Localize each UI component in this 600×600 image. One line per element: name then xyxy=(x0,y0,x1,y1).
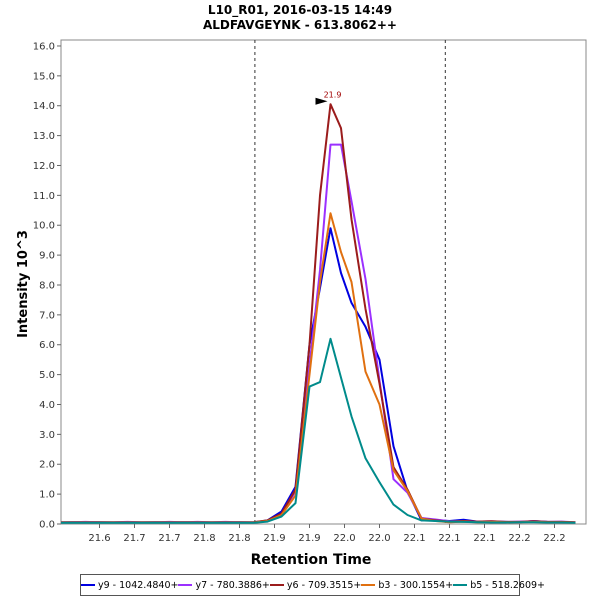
y-tick-label: 9.0 xyxy=(39,251,55,262)
annotation-layer: 21.9 xyxy=(315,91,342,105)
x-tick-label: 22.1 xyxy=(403,533,425,544)
y-tick-label: 1.0 xyxy=(39,490,55,501)
legend-swatch xyxy=(81,584,95,586)
y-tick-label: 7.0 xyxy=(39,310,55,321)
y-axis-label: Intensity 10^3 xyxy=(16,230,31,338)
y-tick-label: 0.0 xyxy=(39,520,55,531)
x-tick-label: 21.8 xyxy=(193,533,215,544)
y-tick-label: 2.0 xyxy=(39,460,55,471)
chart-title: L10_R01, 2016-03-15 14:49 xyxy=(207,3,393,17)
y-tick-label: 11.0 xyxy=(33,191,55,202)
x-tick-label: 21.7 xyxy=(158,533,180,544)
series-line-3 xyxy=(61,103,576,524)
x-tick-label: 21.6 xyxy=(88,533,110,544)
legend-label: y7 - 780.3886+ xyxy=(195,579,270,591)
series-line-4 xyxy=(61,212,576,524)
legend-item: b5 - 518.2609+ xyxy=(453,580,545,591)
series-line-1 xyxy=(60,227,576,524)
x-tick-label: 22.2 xyxy=(508,533,530,544)
x-tick-label: 22.0 xyxy=(333,533,355,544)
y-tick-label: 12.0 xyxy=(33,161,55,172)
boundary-lines xyxy=(254,40,446,524)
peak-annotation-label: 21.9 xyxy=(324,91,342,100)
legend-item: y6 - 709.3515+ xyxy=(269,579,362,591)
y-tick-label: 13.0 xyxy=(33,131,55,142)
x-tick-label: 22.1 xyxy=(438,533,460,544)
legend-swatch xyxy=(178,584,193,586)
plot-frame xyxy=(60,39,587,525)
y-tick-label: 6.0 xyxy=(39,340,55,351)
legend-label: b3 - 300.1554+ xyxy=(378,579,454,591)
y-tick-label: 16.0 xyxy=(33,41,55,52)
x-tick-label: 21.7 xyxy=(123,533,145,544)
series-layer xyxy=(60,103,576,524)
x-tick-label: 21.8 xyxy=(228,533,250,544)
peak-marker-icon xyxy=(315,97,328,105)
y-tick-label: 5.0 xyxy=(39,370,55,381)
x-axis-label: Retention Time xyxy=(251,552,372,568)
y-tick-label: 15.0 xyxy=(33,71,55,82)
legend-label: y6 - 709.3515+ xyxy=(286,579,362,591)
x-tick-label: 22.2 xyxy=(543,533,565,544)
legend-item: b3 - 300.1554+ xyxy=(361,580,453,591)
legend-swatch xyxy=(453,584,468,586)
y-tick-label: 4.0 xyxy=(39,400,55,411)
x-tick-label: 21.9 xyxy=(263,533,285,544)
series-line-5 xyxy=(61,337,576,524)
series-line-2 xyxy=(61,143,576,524)
legend-swatch xyxy=(361,584,376,586)
legend-label: y9 - 1042.4840+ xyxy=(98,579,179,591)
legend-label: b5 - 518.2609+ xyxy=(470,579,546,591)
chart-subtitle: ALDFAVGEYNK - 613.8062++ xyxy=(202,18,397,32)
legend-swatch xyxy=(269,584,284,586)
legend-item: y7 - 780.3886+ xyxy=(178,579,270,591)
legend-item: y9 - 1042.4840+ xyxy=(81,580,178,591)
y-tick-label: 3.0 xyxy=(39,430,55,441)
y-tick-label: 8.0 xyxy=(39,280,55,291)
x-tick-label: 22.1 xyxy=(473,533,495,544)
legend: y9 - 1042.4840+ y7 - 780.3886+ y6 - 709.35… xyxy=(80,574,545,596)
x-tick-label: 21.9 xyxy=(298,533,320,544)
axes-layer: 0.0 1.0 2.0 3.0 4.0 5.0 6.0 7.0 8.0 9.0 10.0 11.0 12… xyxy=(33,39,587,544)
x-tick-label: 22.0 xyxy=(368,533,390,544)
y-tick-label: 10.0 xyxy=(33,221,55,232)
y-tick-label: 14.0 xyxy=(33,101,55,112)
